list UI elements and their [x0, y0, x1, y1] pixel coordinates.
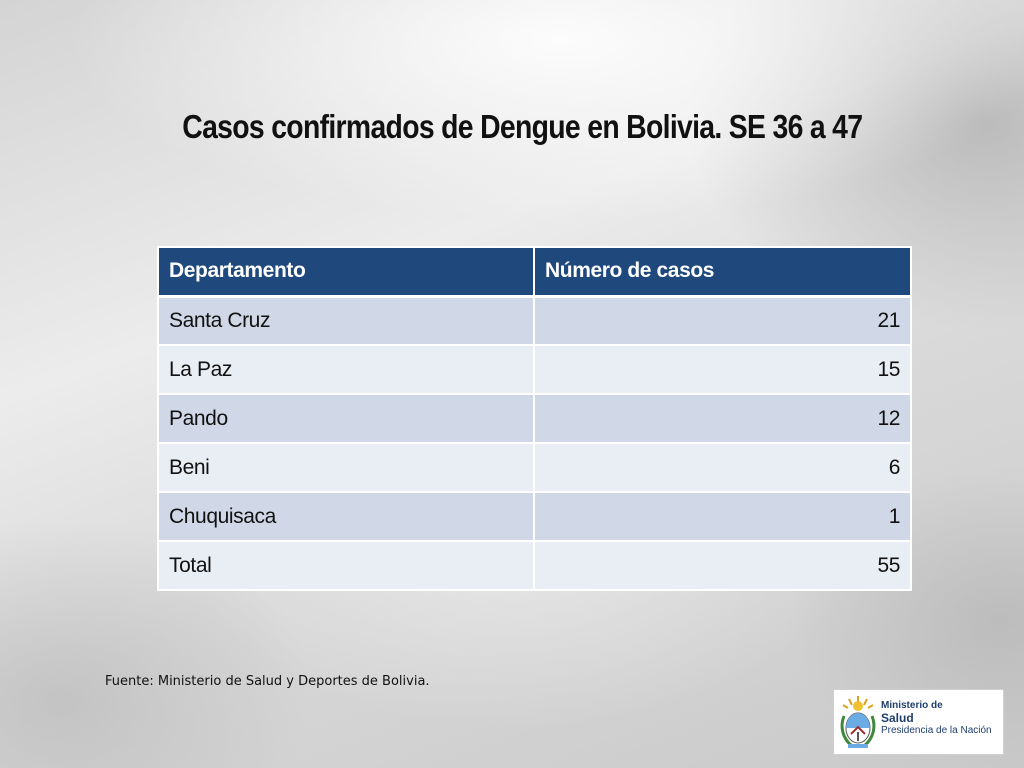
cases-table: Departamento Número de casos Santa Cruz … [157, 246, 912, 591]
table-row: Santa Cruz 21 [157, 295, 912, 346]
column-header-departamento: Departamento [157, 246, 535, 298]
column-header-numero-de-casos: Número de casos [533, 246, 912, 298]
departamento-cell: La Paz [157, 344, 535, 395]
table-header-row: Departamento Número de casos [157, 246, 912, 298]
casos-cell: 12 [533, 393, 912, 444]
departamento-cell: Santa Cruz [157, 295, 535, 346]
departamento-cell: Beni [157, 442, 535, 493]
table-row: Chuquisaca 1 [157, 491, 912, 542]
table-row-total: Total 55 [157, 540, 912, 591]
casos-cell: 21 [533, 295, 912, 346]
logo-text: Ministerio de Salud Presidencia de la Na… [881, 700, 992, 737]
ministry-logo: Ministerio de Salud Presidencia de la Na… [833, 689, 1004, 755]
casos-cell: 15 [533, 344, 912, 395]
casos-cell: 1 [533, 491, 912, 542]
argentina-coat-of-arms-icon [840, 696, 876, 748]
table-row: Pando 12 [157, 393, 912, 444]
logo-line-presidencia: Presidencia de la Nación [881, 725, 992, 737]
table-row: La Paz 15 [157, 344, 912, 395]
departamento-cell: Total [157, 540, 535, 591]
departamento-cell: Pando [157, 393, 535, 444]
cases-table-container: Departamento Número de casos Santa Cruz … [157, 246, 912, 591]
casos-cell: 55 [533, 540, 912, 591]
table-row: Beni 6 [157, 442, 912, 493]
logo-line-salud: Salud [881, 710, 914, 725]
source-note: Fuente: Ministerio de Salud y Deportes d… [105, 674, 430, 689]
departamento-cell: Chuquisaca [157, 491, 535, 542]
logo-line-ministerio: Ministerio de [881, 700, 943, 711]
slide-title: Casos confirmados de Dengue en Bolivia. … [182, 108, 863, 145]
casos-cell: 6 [533, 442, 912, 493]
